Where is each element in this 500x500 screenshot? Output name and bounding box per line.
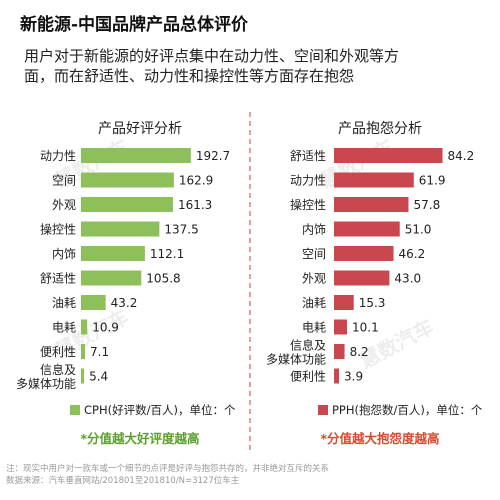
legend-swatch	[70, 405, 80, 415]
bar	[334, 221, 400, 237]
data-label: 57.8	[413, 198, 440, 212]
page-subtitle: 用户对于新能源的好评点集中在动力性、空间和外观等方 面，而在舒适性、动力性和操控…	[24, 46, 484, 90]
bar	[334, 295, 354, 310]
category-label: 舒适性	[290, 149, 326, 163]
legend-swatch	[318, 405, 328, 415]
bar	[81, 344, 86, 359]
data-label: 3.9	[344, 370, 363, 384]
category-label: 动力性	[40, 149, 76, 163]
data-label: 192.7	[196, 149, 230, 163]
category-label: 油耗	[52, 296, 76, 310]
subtitle-line: 用户对于新能源的好评点集中在动力性、空间和外观等方	[24, 47, 400, 65]
bar	[334, 344, 345, 359]
data-label: 8.2	[350, 345, 369, 359]
category-label: 电耗	[52, 321, 76, 335]
data-label: 7.1	[90, 345, 109, 359]
bar	[81, 221, 160, 237]
category-label: 外观	[302, 272, 326, 286]
data-label: 43.2	[111, 296, 138, 310]
chart-title: 产品抱怨分析	[338, 121, 422, 137]
bar	[334, 246, 394, 261]
bar	[334, 172, 414, 188]
bar	[81, 319, 88, 335]
bar	[81, 148, 191, 163]
data-label: 61.9	[419, 174, 446, 188]
data-label: 84.2	[448, 149, 475, 163]
category-label: 空间	[52, 174, 76, 188]
bar	[334, 368, 340, 384]
bar	[81, 270, 142, 286]
category-label: 舒适性	[40, 272, 76, 286]
category-label: 油耗	[302, 296, 326, 310]
footnote-line: 注：现实中用户对一款车或一个细节的点评是好评与抱怨共存的，并非绝对互斥的关系	[6, 464, 330, 474]
chart-note: *分值越大抱怨度越高	[320, 431, 439, 446]
category-label: 操控性	[290, 197, 326, 212]
bar	[81, 172, 174, 188]
bar	[334, 148, 443, 163]
data-label: 105.8	[146, 272, 180, 286]
category-label: 电耗	[302, 321, 326, 335]
data-label: 161.3	[178, 198, 212, 212]
category-label: 外观	[52, 198, 76, 212]
category-label: 操控性	[40, 222, 76, 237]
category-label: 内饰	[302, 223, 326, 237]
data-label: 15.3	[359, 296, 386, 310]
legend-label: PPH(抱怨数/百人)，单位：个	[332, 403, 483, 417]
data-label: 5.4	[89, 370, 108, 384]
footnote: 注：现实中用户对一款车或一个细节的点评是好评与抱怨共存的，并非绝对互斥的关系 数…	[6, 463, 496, 497]
data-label: 43.0	[394, 272, 421, 286]
page-title: 新能源-中国品牌产品总体评价	[20, 15, 249, 35]
bar	[334, 319, 348, 335]
data-label: 10.1	[352, 321, 379, 335]
bar	[81, 197, 173, 212]
category-label: 空间	[302, 247, 326, 261]
data-label: 51.0	[405, 223, 432, 237]
data-label: 10.9	[92, 321, 119, 335]
data-label: 46.2	[399, 247, 426, 261]
bar	[334, 197, 409, 212]
category-label: 信息及多媒体功能	[16, 362, 76, 391]
bar	[81, 368, 85, 384]
category-label: 动力性	[290, 174, 326, 188]
bar	[81, 295, 106, 310]
data-label: 162.9	[179, 174, 213, 188]
chart-title: 产品好评分析	[98, 121, 182, 137]
footnote-line: 数据来源：汽车垂直网站/201801至201810/N=3127位车主	[6, 476, 240, 486]
category-label: 信息及多媒体功能	[266, 338, 326, 367]
bar	[334, 270, 390, 286]
chart-note: *分值越大好评度越高	[80, 431, 199, 446]
category-label: 内饰	[52, 247, 76, 261]
data-label: 137.5	[164, 223, 198, 237]
category-label: 便利性	[40, 345, 76, 359]
legend-label: CPH(好评数/百人)，单位：个	[84, 403, 236, 417]
category-label: 便利性	[290, 370, 326, 384]
data-label: 112.1	[150, 247, 184, 261]
subtitle-line: 面，而在舒适性、动力性和操控性等方面存在抱怨	[24, 67, 355, 85]
bar	[81, 246, 145, 261]
